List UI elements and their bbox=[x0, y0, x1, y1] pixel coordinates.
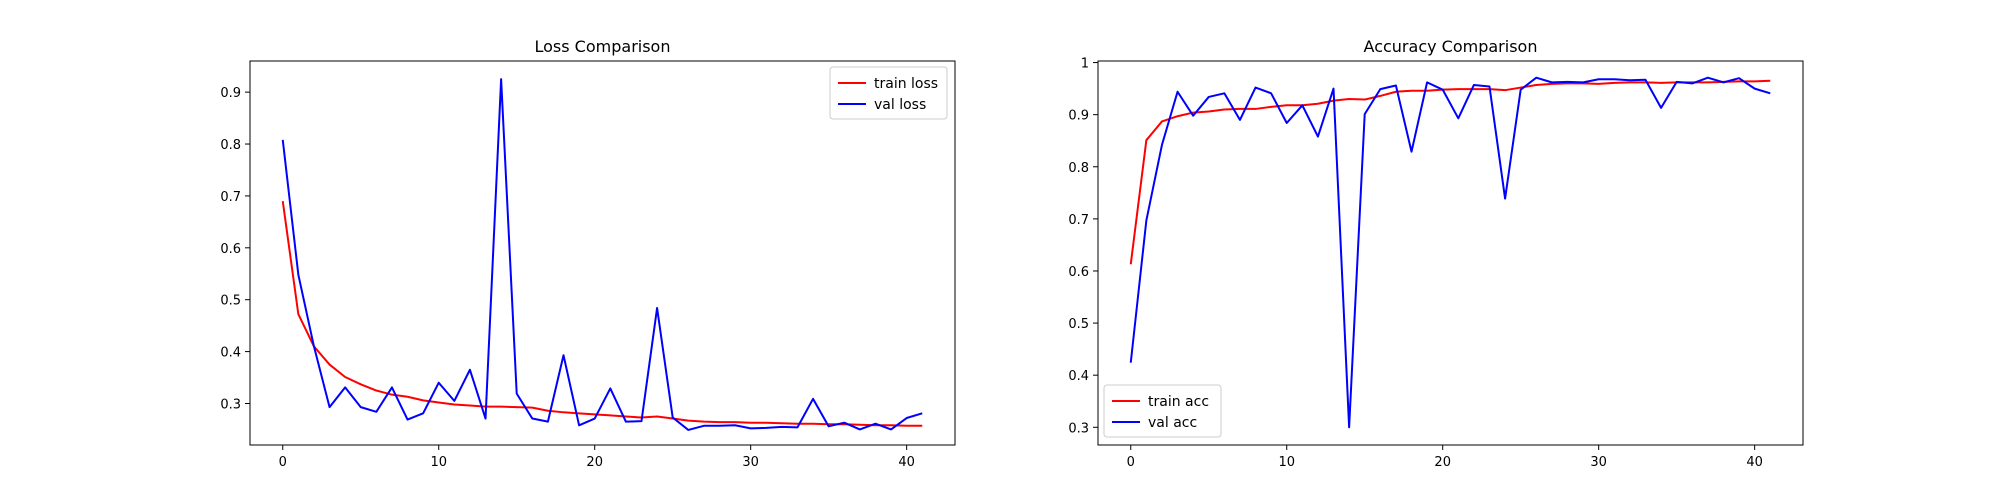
y-tick-label: 0.9 bbox=[1068, 109, 1089, 124]
val-loss-line bbox=[281, 78, 923, 431]
x-tick-label: 30 bbox=[1590, 455, 1607, 470]
legend-label: val acc bbox=[1148, 415, 1197, 431]
legend: train loss val loss bbox=[829, 66, 948, 120]
y-tick-label: 0.7 bbox=[220, 190, 241, 205]
x-tick-label: 40 bbox=[1746, 455, 1763, 470]
x-tick-label: 20 bbox=[1434, 455, 1451, 470]
x-tick-label: 0 bbox=[279, 455, 287, 470]
legend-box bbox=[1103, 384, 1222, 438]
x-tick-label: 20 bbox=[586, 455, 603, 470]
loss-chart: Loss Comparison 0 10 20 30 40 0.3 0.4 0.5 0.6 0.7 0… bbox=[220, 37, 956, 470]
plot-frame bbox=[249, 60, 956, 446]
x-tick-label: 30 bbox=[742, 455, 759, 470]
train-acc-line bbox=[1129, 79, 1771, 265]
y-tick-label: 0.3 bbox=[1068, 421, 1089, 436]
y-tick-label: 0.5 bbox=[220, 294, 241, 309]
y-tick-label: 0.6 bbox=[220, 242, 241, 257]
x-tick-label: 10 bbox=[430, 455, 447, 470]
legend-label: train acc bbox=[1148, 394, 1209, 410]
chart-title: Accuracy Comparison bbox=[1364, 37, 1538, 56]
y-tick-label: 0.8 bbox=[1068, 161, 1089, 176]
legend-label: val loss bbox=[874, 97, 926, 113]
val-acc-line bbox=[1129, 76, 1771, 429]
legend: train acc val acc bbox=[1103, 384, 1222, 438]
accuracy-chart: Accuracy Comparison 0 10 20 30 40 0.3 0.4 0.5 0.6… bbox=[1068, 37, 1804, 470]
y-tick-label: 0.8 bbox=[220, 138, 241, 153]
y-tick-label: 0.7 bbox=[1068, 213, 1089, 228]
chart-title: Loss Comparison bbox=[535, 37, 671, 56]
y-tick-label: 0.3 bbox=[220, 397, 241, 412]
x-tick-label: 0 bbox=[1127, 455, 1135, 470]
y-tick-label: 0.4 bbox=[1068, 369, 1089, 384]
legend-box bbox=[829, 66, 948, 120]
legend-label: train loss bbox=[874, 76, 938, 92]
y-tick-label: 0.9 bbox=[220, 86, 241, 101]
x-tick-label: 10 bbox=[1278, 455, 1295, 470]
y-tick-label: 0.6 bbox=[1068, 265, 1089, 280]
plot-frame bbox=[1097, 60, 1804, 446]
train-loss-line bbox=[281, 200, 923, 427]
x-tick-label: 40 bbox=[898, 455, 915, 470]
y-tick-label: 0.4 bbox=[220, 346, 241, 361]
y-tick-label: 1 bbox=[1081, 57, 1089, 72]
y-tick-label: 0.5 bbox=[1068, 317, 1089, 332]
